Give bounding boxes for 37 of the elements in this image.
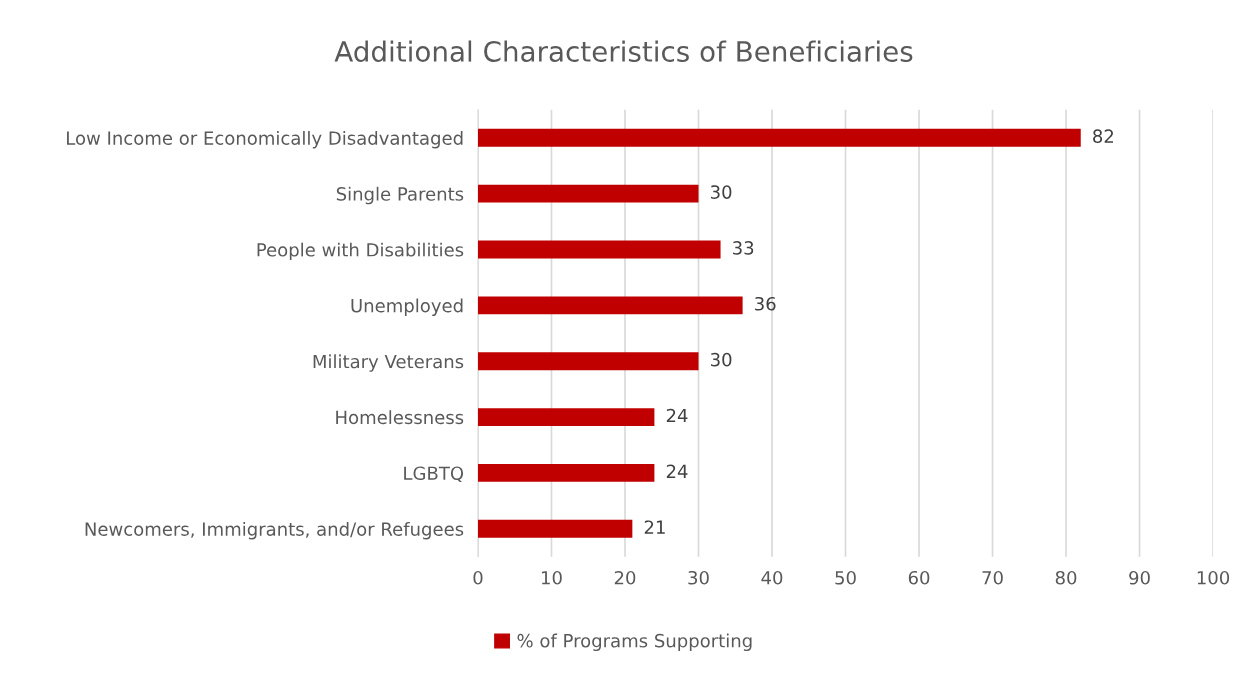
data-label: 24 bbox=[666, 408, 688, 423]
bar bbox=[477, 519, 633, 538]
y-tick-label: LGBTQ bbox=[404, 466, 464, 483]
x-tick-label: 50 bbox=[835, 570, 856, 585]
y-tick-label: Military Veterans bbox=[313, 354, 464, 372]
x-tick-label: 20 bbox=[614, 570, 636, 585]
data-label: 30 bbox=[710, 352, 732, 367]
chart-title: Additional Characteristics of Beneficiaries bbox=[334, 40, 913, 62]
data-label: 30 bbox=[710, 185, 732, 199]
x-tick-label: 40 bbox=[761, 570, 783, 585]
data-label: 24 bbox=[666, 464, 688, 478]
data-label: 82 bbox=[1093, 129, 1114, 144]
x-tick-label: 0 bbox=[473, 570, 483, 585]
y-tick-label: Newcomers, Immigrants, and/or Refugees bbox=[85, 521, 464, 540]
x-tick-label: 60 bbox=[908, 570, 930, 585]
x-tick-label: 30 bbox=[688, 570, 709, 585]
legend-label: % of Programs Supporting bbox=[517, 633, 752, 652]
bar bbox=[477, 240, 721, 259]
x-tick-label: 70 bbox=[982, 570, 1003, 585]
bar bbox=[477, 352, 699, 371]
y-tick-label: Homelessness bbox=[336, 410, 464, 425]
bar bbox=[477, 296, 743, 315]
x-tick-label: 100 bbox=[1197, 570, 1230, 585]
x-tick-label: 80 bbox=[1055, 570, 1077, 585]
data-label: 33 bbox=[733, 241, 754, 255]
y-tick-label: People with Disabilities bbox=[257, 242, 464, 261]
y-tick-label: Low Income or Economically Disadvantaged bbox=[67, 130, 463, 149]
bar bbox=[477, 128, 1081, 147]
bar bbox=[477, 464, 655, 482]
y-tick-label: Unemployed bbox=[351, 298, 463, 316]
bar bbox=[477, 408, 655, 427]
data-label: 21 bbox=[644, 520, 665, 534]
bar bbox=[477, 184, 699, 203]
x-tick-label: 10 bbox=[541, 570, 562, 585]
data-label: 36 bbox=[755, 296, 776, 311]
y-tick-label: Single Parents bbox=[336, 186, 464, 205]
x-tick-label: 90 bbox=[1129, 570, 1150, 585]
